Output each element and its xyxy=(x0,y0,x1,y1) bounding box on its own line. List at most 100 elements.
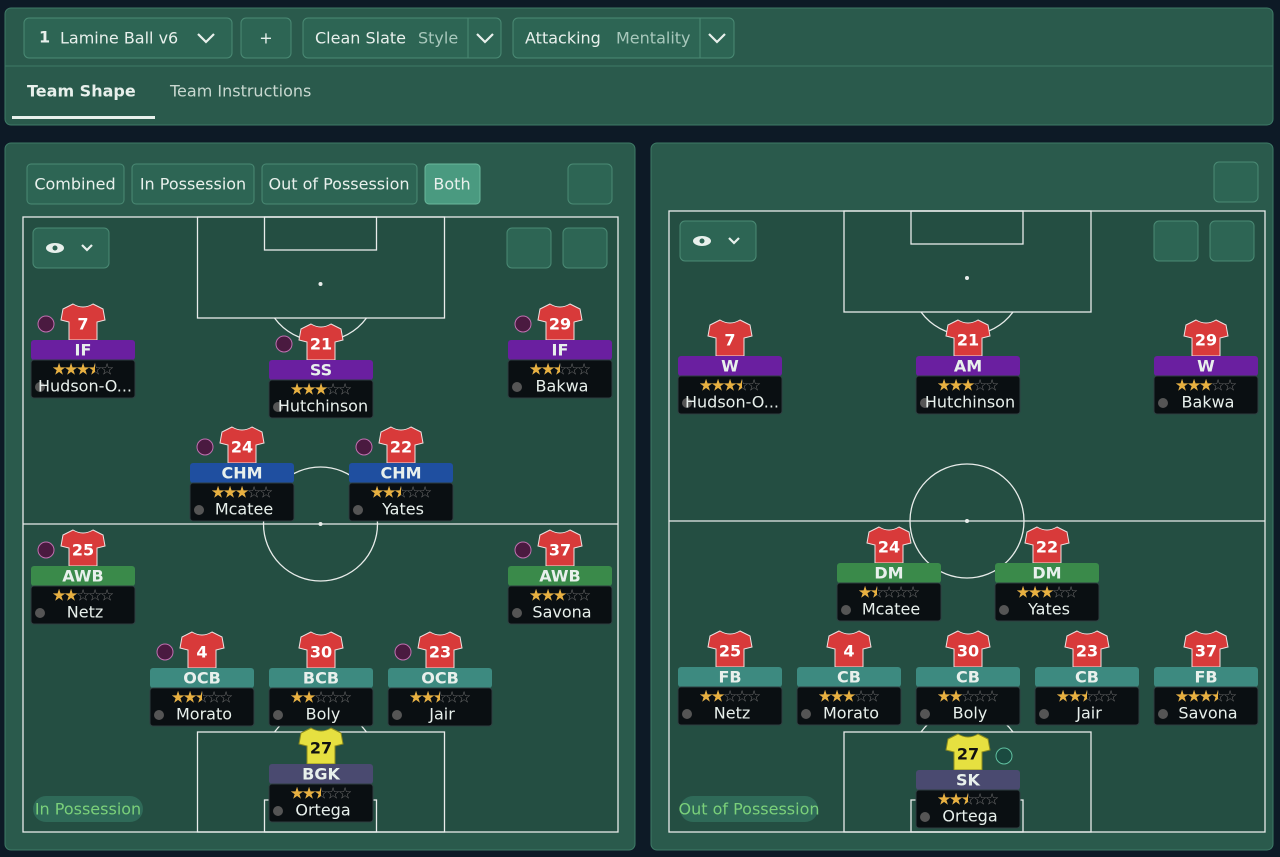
shirt-number: 24 xyxy=(878,538,900,557)
player-name: Hutchinson xyxy=(278,397,368,416)
star-empty: ☆ xyxy=(1199,376,1213,395)
badge xyxy=(37,541,55,559)
shirt-number: 23 xyxy=(1076,642,1098,661)
player-card[interactable]: 4CB☆☆☆☆☆★★★★★Morato xyxy=(796,630,902,726)
icon-button[interactable] xyxy=(679,220,757,262)
role: DM xyxy=(1032,564,1061,583)
centre-spot xyxy=(965,519,969,523)
state-label: In Possession xyxy=(35,800,141,819)
filter-button[interactable] xyxy=(261,163,418,205)
badge xyxy=(514,315,532,333)
star-full: ★ xyxy=(1040,583,1054,602)
person-icon xyxy=(920,812,930,822)
person-icon xyxy=(35,382,45,392)
person-icon xyxy=(920,398,930,408)
star-fill: ★★★★★ xyxy=(52,586,77,605)
player-card[interactable]: 7IF☆☆☆☆☆★★★★★Hudson-O... xyxy=(30,303,136,399)
star-fill: ★★★★★ xyxy=(859,585,877,601)
star-empty: ☆ xyxy=(723,687,737,706)
star-rating: ☆☆☆☆☆★★★★★ xyxy=(529,586,591,605)
role: CHM xyxy=(221,464,262,483)
role: SK xyxy=(956,771,981,790)
icon-button[interactable] xyxy=(562,227,608,269)
role-bar xyxy=(269,764,373,784)
add-button[interactable] xyxy=(240,17,292,59)
shirt xyxy=(298,727,344,765)
person-icon xyxy=(392,710,402,720)
star-empty: ☆ xyxy=(906,583,920,602)
star-empty: ☆ xyxy=(854,687,868,706)
star-empty: ☆ xyxy=(961,376,975,395)
person-icon xyxy=(841,605,851,615)
player-name: Mcatee xyxy=(862,600,920,619)
role: W xyxy=(1197,357,1215,376)
star-empty: ☆ xyxy=(235,483,249,502)
filter-button[interactable] xyxy=(131,163,255,205)
tab-underline xyxy=(12,116,155,119)
chevron[interactable] xyxy=(476,33,494,44)
role: AWB xyxy=(62,567,104,586)
star-empty: ☆ xyxy=(818,687,832,706)
role-bar xyxy=(1035,667,1139,687)
shirt xyxy=(866,526,912,564)
star-full: ★ xyxy=(223,483,237,502)
star-full: ★ xyxy=(949,790,963,809)
filter-label: Out of Possession xyxy=(268,175,409,194)
star-empty: ☆ xyxy=(52,360,66,379)
player-card[interactable]: 29W☆☆☆☆☆★★★★★Bakwa xyxy=(1153,319,1259,415)
chevron[interactable] xyxy=(708,33,726,44)
player-name: Ortega xyxy=(295,801,350,820)
tactic-button[interactable] xyxy=(23,17,233,59)
star-empty: ☆ xyxy=(326,784,340,803)
tab-active[interactable]: Team Shape xyxy=(27,82,136,101)
star-full: ★ xyxy=(302,688,316,707)
star-empty: ☆ xyxy=(88,586,102,605)
icon-button[interactable] xyxy=(1213,161,1259,203)
style-button[interactable] xyxy=(302,17,502,59)
icon-button[interactable] xyxy=(1153,220,1199,262)
star-full: ★ xyxy=(52,586,66,605)
icon-button[interactable] xyxy=(567,163,613,205)
info-box xyxy=(677,686,783,726)
star-full: ★ xyxy=(64,360,78,379)
star-empty: ☆ xyxy=(314,688,328,707)
filter-button[interactable] xyxy=(26,163,125,205)
role-bar xyxy=(1154,667,1258,687)
info-box xyxy=(189,482,295,522)
mentality-button[interactable] xyxy=(512,17,735,59)
icon-button[interactable] xyxy=(506,227,552,269)
role-bar xyxy=(388,668,492,688)
star-rating: ☆☆☆☆☆★★★★★ xyxy=(211,483,273,502)
icon-button[interactable] xyxy=(32,227,110,269)
player-card[interactable]: 7W☆☆☆☆☆★★★★★Hudson-O... xyxy=(677,319,783,415)
icon-button[interactable] xyxy=(1209,220,1255,262)
star-fill: ★★★★★ xyxy=(53,360,95,379)
star-empty: ☆ xyxy=(1092,687,1106,706)
tab[interactable]: Team Instructions xyxy=(169,82,311,101)
eye-pupil xyxy=(699,238,705,244)
role: FB xyxy=(1194,668,1217,687)
star-full: ★ xyxy=(529,586,543,605)
star-empty: ☆ xyxy=(985,376,999,395)
shirt xyxy=(60,303,106,341)
star-rating: ☆☆☆☆☆★★★★★ xyxy=(290,784,352,803)
filter-button-selected[interactable] xyxy=(424,163,481,205)
